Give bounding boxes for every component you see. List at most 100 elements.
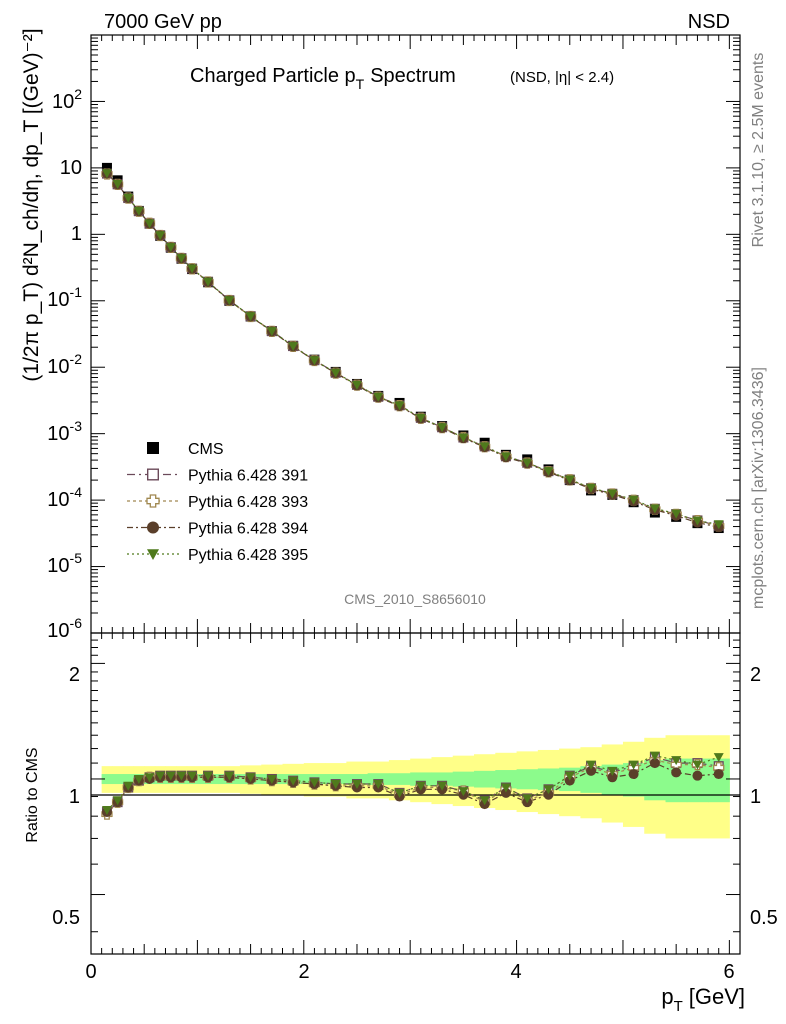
mc-data-point <box>144 219 155 229</box>
rivet-version-label: Rivet 3.1.10, ≥ 2.5M events <box>750 53 767 248</box>
mc-data-point <box>628 495 639 505</box>
main-plot-frame <box>90 34 741 634</box>
legend: CMS Pythia 6.428 391 Pythia 6.428 393 Pythi… <box>127 441 308 564</box>
mc-ratio-point <box>155 771 166 781</box>
mc-data-point <box>165 243 176 253</box>
mc-ratio-point <box>415 781 426 791</box>
inner-band-bin <box>346 774 369 785</box>
inner-band-bin <box>410 772 432 786</box>
mc-ratio-point <box>309 778 320 788</box>
mc-ratio-point <box>437 781 448 791</box>
mc-data-point <box>245 312 256 322</box>
ytick-100: 102 <box>52 86 82 113</box>
mc-ratio-point <box>245 773 256 783</box>
mc-data-point <box>394 401 405 411</box>
inner-band-bin <box>452 771 475 787</box>
mc-ratio-point <box>543 789 554 800</box>
mc-data-point <box>607 489 618 499</box>
ratio-ytick-1-right: 1 <box>750 786 761 808</box>
mc-ratio-point <box>101 806 112 816</box>
ratio-plot-frame <box>90 632 741 955</box>
mc-ratio-point <box>266 774 277 784</box>
mc-ratio-point <box>123 781 134 791</box>
ytick-1e-3: 10-3 <box>47 418 82 445</box>
mc-ratio-point <box>500 783 511 793</box>
energy-label: 7000 GeV pp <box>104 11 222 33</box>
mc-data-point <box>266 327 277 337</box>
mc-data-point <box>415 413 426 423</box>
mc-ratio-point <box>373 780 384 790</box>
mc-ratio-point <box>224 771 235 781</box>
plot-title: Charged Particle pT Spectrum (NSD, |η| < … <box>190 65 614 92</box>
mc-ratio-point <box>671 767 682 778</box>
legend-label: Pythia 6.428 395 <box>188 547 308 564</box>
ratio-ytick-05-right: 0.5 <box>750 907 778 929</box>
mc-data-point <box>133 206 144 216</box>
legend-marker <box>146 468 159 481</box>
mc-data-point <box>123 193 134 203</box>
mc-data-point <box>351 380 362 390</box>
mc-data-point <box>649 504 660 514</box>
mc-data-point <box>713 520 724 530</box>
x-axis-title: pT [GeV] <box>661 984 745 1015</box>
mc-data-point <box>543 467 554 477</box>
inner-band-bin <box>516 769 539 790</box>
inner-band-bin <box>101 774 113 785</box>
inner-band-bin <box>644 760 667 801</box>
xtick-4: 4 <box>510 961 521 983</box>
inner-band-bin <box>122 774 135 785</box>
inner-band-bin <box>622 763 645 797</box>
mc-ratio-point <box>713 769 724 780</box>
main-y-axis-title: (1/2π p_T) d²N_ch/dη, dp_T [(GeV)⁻²] <box>20 28 43 381</box>
legend-item: Pythia 6.428 393 <box>127 494 308 511</box>
legend-marker <box>146 494 160 508</box>
mc-data-point <box>224 296 235 306</box>
process-label: NSD <box>688 11 730 33</box>
mc-ratio-point <box>144 773 155 783</box>
mc-data-point <box>500 452 511 462</box>
title-cut: (NSD, |η| < 2.4) <box>510 69 614 86</box>
ratio-ytick-05-left: 0.5 <box>52 907 80 929</box>
mc-data-point <box>692 516 703 526</box>
mc-ratio-point <box>112 796 123 806</box>
mc-ratio-point <box>203 771 214 781</box>
mc-data-point <box>373 392 384 402</box>
series-line-main <box>106 173 719 528</box>
mcplots-label: mcplots.cern.ch [arXiv:1306.3436] <box>750 367 767 609</box>
legend-item: Pythia 6.428 391 <box>127 468 308 485</box>
main-series-markers <box>101 162 725 534</box>
ratio-series-markers <box>101 751 725 820</box>
inner-band-bin <box>665 758 688 803</box>
mc-data-point <box>309 356 320 366</box>
mc-ratio-point <box>500 787 511 798</box>
title-main: Charged Particle p <box>190 65 356 87</box>
ratio-y-axis-title: Ratio to CMS <box>24 747 41 842</box>
ratio-ytick-1-left: 1 <box>69 786 80 808</box>
ratio-ytick-2-left: 2 <box>69 664 80 686</box>
ratio-y-tick-labels: 2 1 0.5 2 1 0.5 <box>52 664 778 929</box>
mc-ratio-point <box>133 774 144 784</box>
mc-ratio-point <box>479 796 490 806</box>
legend-label: CMS <box>188 441 224 458</box>
mc-data-point <box>671 509 682 519</box>
inner-band-bin <box>112 774 124 785</box>
mc-data-point <box>479 442 490 452</box>
legend-label: Pythia 6.428 394 <box>188 521 308 538</box>
legend-marker <box>147 521 159 534</box>
mc-data-point <box>522 458 533 468</box>
mc-ratio-point <box>187 771 198 781</box>
mc-ratio-point <box>628 760 639 770</box>
series-line-main <box>106 173 719 527</box>
mc-data-point <box>564 475 575 485</box>
legend-item: Pythia 6.428 395 <box>127 547 308 564</box>
mc-ratio-point <box>394 788 405 798</box>
mc-data-point <box>187 264 198 274</box>
ytick-10: 10 <box>60 157 82 179</box>
ytick-1e-5: 10-5 <box>47 550 82 577</box>
mc-data-point <box>203 277 214 287</box>
mc-data-point <box>437 423 448 433</box>
mc-data-point <box>288 342 299 352</box>
mc-ratio-point <box>351 780 362 790</box>
mc-ratio-point <box>543 785 554 795</box>
